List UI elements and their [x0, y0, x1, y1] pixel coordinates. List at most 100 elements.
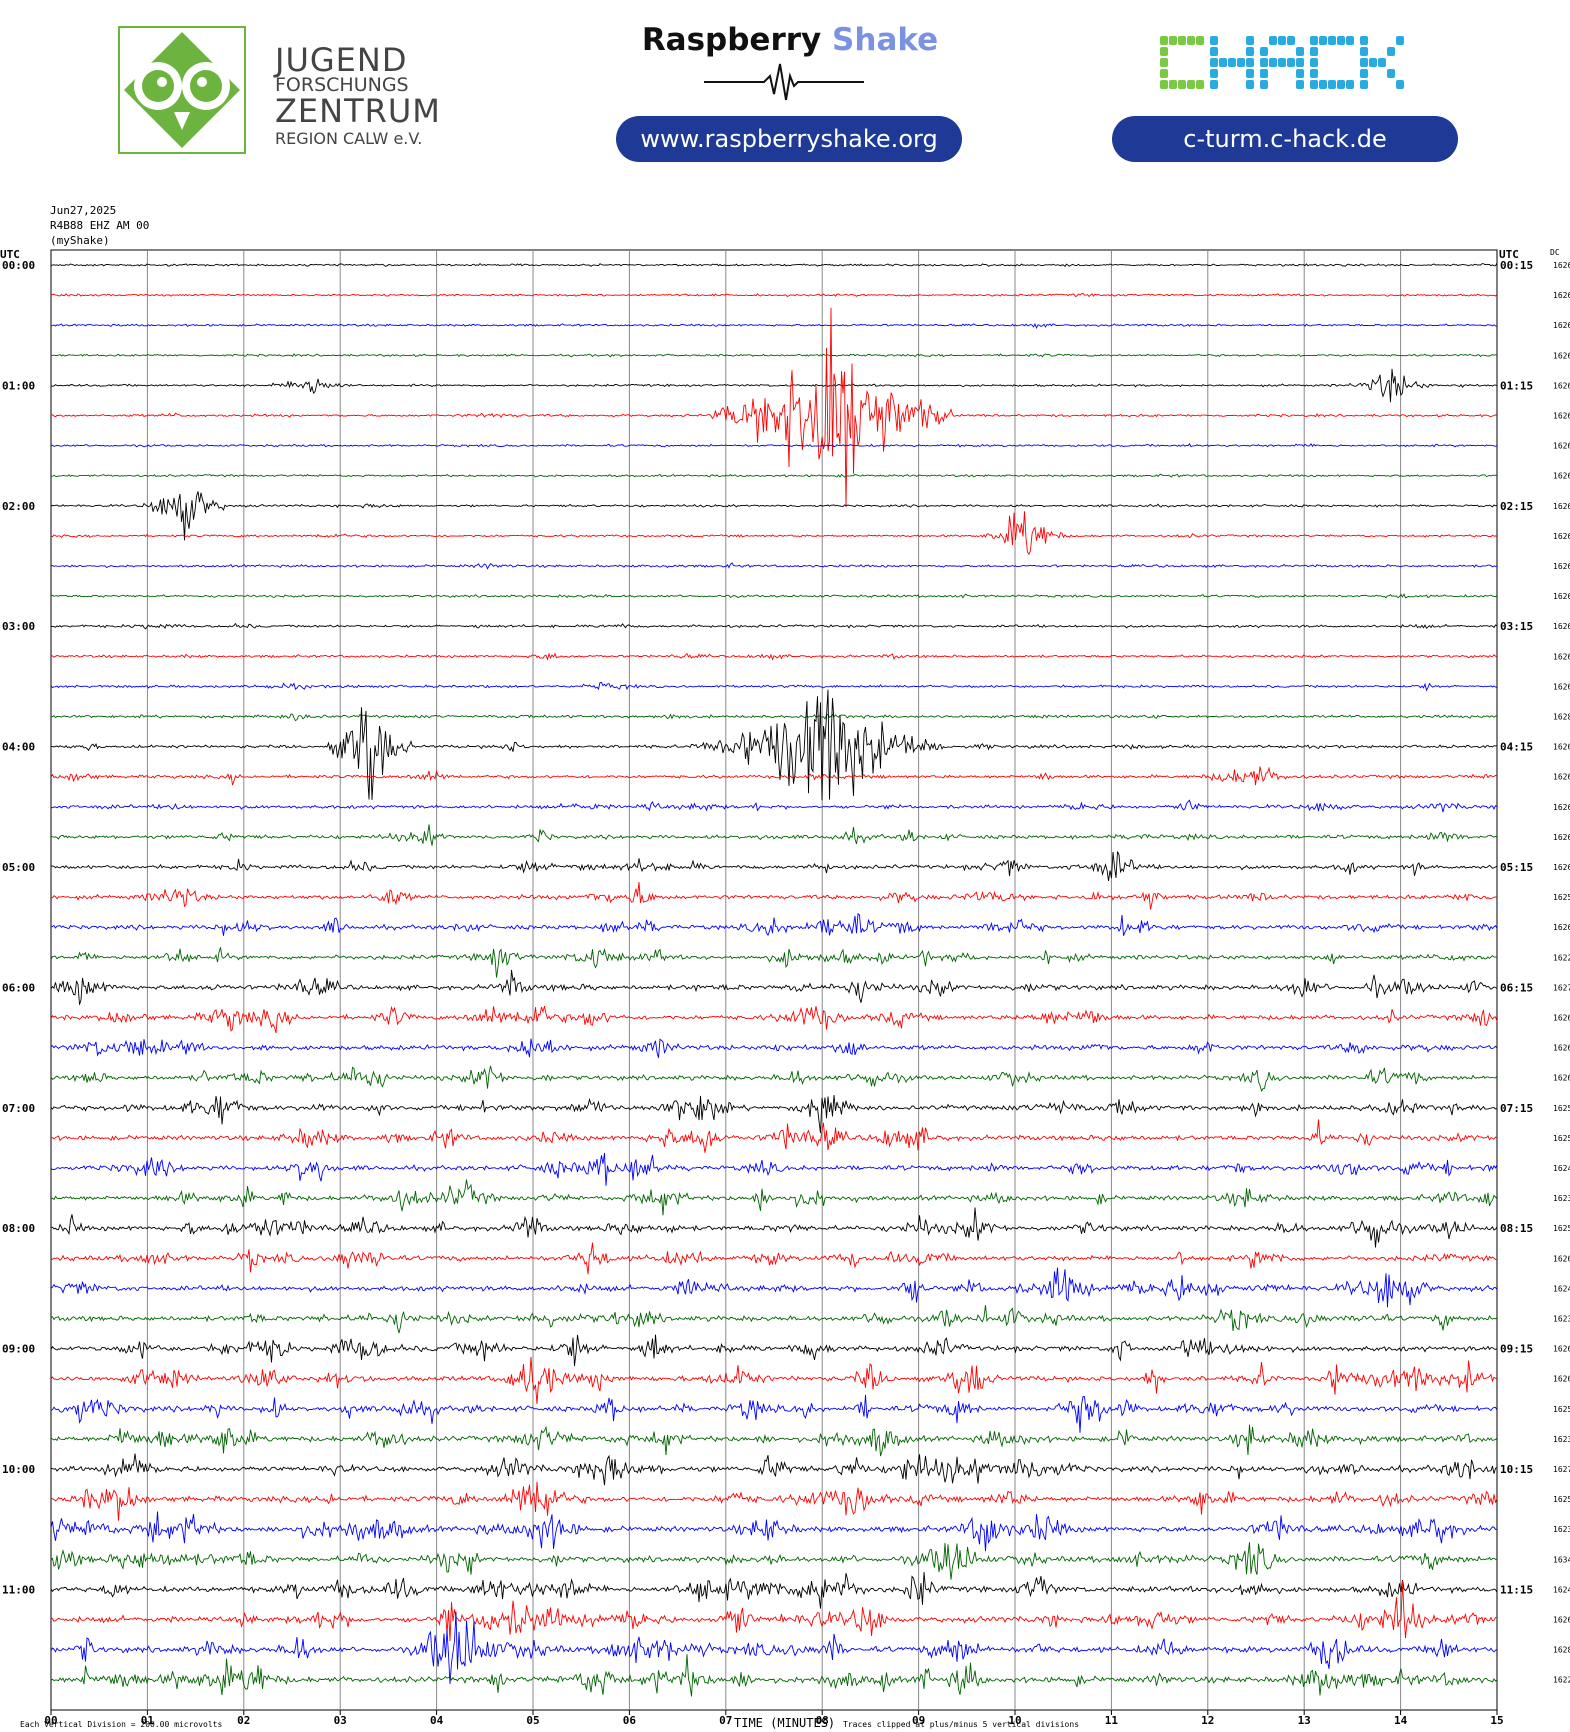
trace-row: [50, 322, 1498, 330]
left-time-label: 07:00: [2, 1102, 35, 1115]
right-time-label: 10:15: [1500, 1463, 1533, 1476]
chack-logo-pixel: [1160, 80, 1168, 89]
dc-offset-label: 16260: [1553, 321, 1570, 330]
chack-logo-pixel: [1360, 69, 1368, 78]
dc-offset-label: 16227: [1553, 1676, 1570, 1685]
chack-logo-pixel: [1210, 36, 1218, 45]
chack-logo-pixel: [1310, 80, 1318, 89]
station-code: R4B88 EHZ AM 00: [50, 219, 150, 232]
right-time-label: 02:15: [1500, 500, 1533, 513]
x-tick-label: 13: [1298, 1714, 1311, 1727]
trace-row: [50, 912, 1498, 937]
chack-logo-pixel: [1287, 36, 1295, 45]
dc-offset-label: 16232: [1553, 1315, 1570, 1324]
trace-row: [50, 1654, 1498, 1697]
trace-row: [50, 1005, 1498, 1034]
chack-logo-pixel: [1310, 36, 1318, 45]
dc-offset-label: 16263: [1553, 773, 1570, 782]
right-time-label: 06:15: [1500, 981, 1533, 994]
raspberryshake-url-link[interactable]: www.raspberryshake.org: [616, 116, 962, 162]
left-time-label: 08:00: [2, 1222, 35, 1235]
dc-offset-label: 16268: [1553, 1014, 1570, 1023]
trace-row: [50, 799, 1498, 813]
seismogram-wave-icon: [704, 63, 864, 101]
chack-logo-pixel: [1210, 80, 1218, 89]
trace-row: [50, 1207, 1498, 1248]
chack-url-link[interactable]: c-turm.c-hack.de: [1112, 116, 1458, 162]
dc-offset-label: 16270: [1553, 983, 1570, 992]
x-tick-label: 09: [912, 1714, 925, 1727]
chack-logo-pixel: [1360, 80, 1368, 89]
x-tick-label: 15: [1490, 1714, 1503, 1727]
trace-row: [50, 491, 1498, 541]
trace-row: [50, 1038, 1498, 1058]
dc-offset-label: 16275: [1553, 1465, 1570, 1474]
right-time-label: 11:15: [1500, 1583, 1533, 1596]
chack-logo-pixel: [1328, 36, 1336, 45]
x-tick-label: 06: [623, 1714, 637, 1727]
dc-offset-label: 16235: [1553, 1525, 1570, 1534]
left-time-label: 05:00: [2, 861, 35, 874]
dc-offset-label: 16260: [1553, 261, 1570, 270]
trace-row: [50, 882, 1498, 910]
left-time-label: 01:00: [2, 379, 35, 392]
trace-row: [50, 352, 1498, 358]
trace-row: [50, 1119, 1498, 1153]
chack-logo-pixel: [1169, 80, 1177, 89]
chack-logo-pixel: [1278, 36, 1286, 45]
chack-logo-pixel: [1246, 80, 1254, 89]
chack-logo-pixel: [1310, 69, 1318, 78]
scale-note: Each Vertical Division = 200.00 microvol…: [20, 1720, 222, 1729]
trace-row: [50, 1095, 1498, 1134]
chack-logo-pixel: [1387, 69, 1395, 78]
dc-offset-label: 16265: [1553, 682, 1570, 691]
dc-offset-label: 16260: [1553, 652, 1570, 661]
dc-offset-label: 16280: [1553, 713, 1570, 722]
jfz-line2: FORSCHUNGS: [275, 74, 409, 96]
jfz-line4: REGION CALW e.V.: [275, 129, 423, 148]
dc-offset-label: 16260: [1553, 351, 1570, 360]
left-time-label: 09:00: [2, 1343, 35, 1356]
x-tick-label: 01: [141, 1714, 155, 1727]
axis-labels: UTC UTC DC TIME (MINUTES) Each Vertical …: [0, 248, 1560, 1730]
chack-logo-pixel: [1387, 47, 1395, 56]
trace-row: [50, 368, 1498, 403]
dc-offset-label: 16263: [1553, 1616, 1570, 1625]
dc-offset-label: 16263: [1553, 622, 1570, 631]
chack-logo-pixel: [1360, 47, 1368, 56]
chack-logo-pixel: [1246, 58, 1254, 67]
left-time-label: 03:00: [2, 620, 35, 633]
dc-offset-label: 16257: [1553, 1104, 1570, 1113]
x-tick-label: 04: [430, 1714, 444, 1727]
dc-offset-label: 16253: [1553, 893, 1570, 902]
chack-logo-pixel: [1260, 80, 1268, 89]
trace-row: [50, 307, 1498, 508]
trace-row: [50, 1542, 1498, 1580]
chack-logo-pixel: [1187, 36, 1195, 45]
trace-row: [50, 262, 1498, 267]
dc-offset-label: 16266: [1553, 923, 1570, 932]
trace-row: [50, 622, 1498, 630]
dc-offset-label: 16260: [1553, 803, 1570, 812]
clip-note: Traces clipped at plus/minus 5 vertical …: [843, 1720, 1079, 1729]
chack-logo-pixel: [1296, 47, 1304, 56]
chack-logo-pixel: [1310, 47, 1318, 56]
tick-labels: 00 01 02 03 04 05 06 07 08 09 10 11 12 13 14 15 00:00 01:…: [2, 259, 1533, 1727]
jfz-line3: ZENTRUM: [275, 92, 441, 130]
chack-logo-pixel: [1396, 36, 1404, 45]
dc-offset-label: 16262: [1553, 502, 1570, 511]
trace-row: [50, 1611, 1498, 1684]
header-banner: JUGEND FORSCHUNGS ZENTRUM REGION CALW e.…: [0, 0, 1570, 190]
trace-row: [50, 1152, 1498, 1186]
dc-offset-label: 16268: [1553, 1254, 1570, 1263]
dc-offset-label: 16260: [1553, 1074, 1570, 1083]
trace-row: [50, 593, 1498, 599]
station-metadata: Jun27,2025 R4B88 EHZ AM 00 (myShake): [50, 203, 149, 248]
dc-offset-label: 16262: [1553, 412, 1570, 421]
chack-logo-pixel: [1237, 58, 1245, 67]
trace-row: [50, 1511, 1498, 1552]
